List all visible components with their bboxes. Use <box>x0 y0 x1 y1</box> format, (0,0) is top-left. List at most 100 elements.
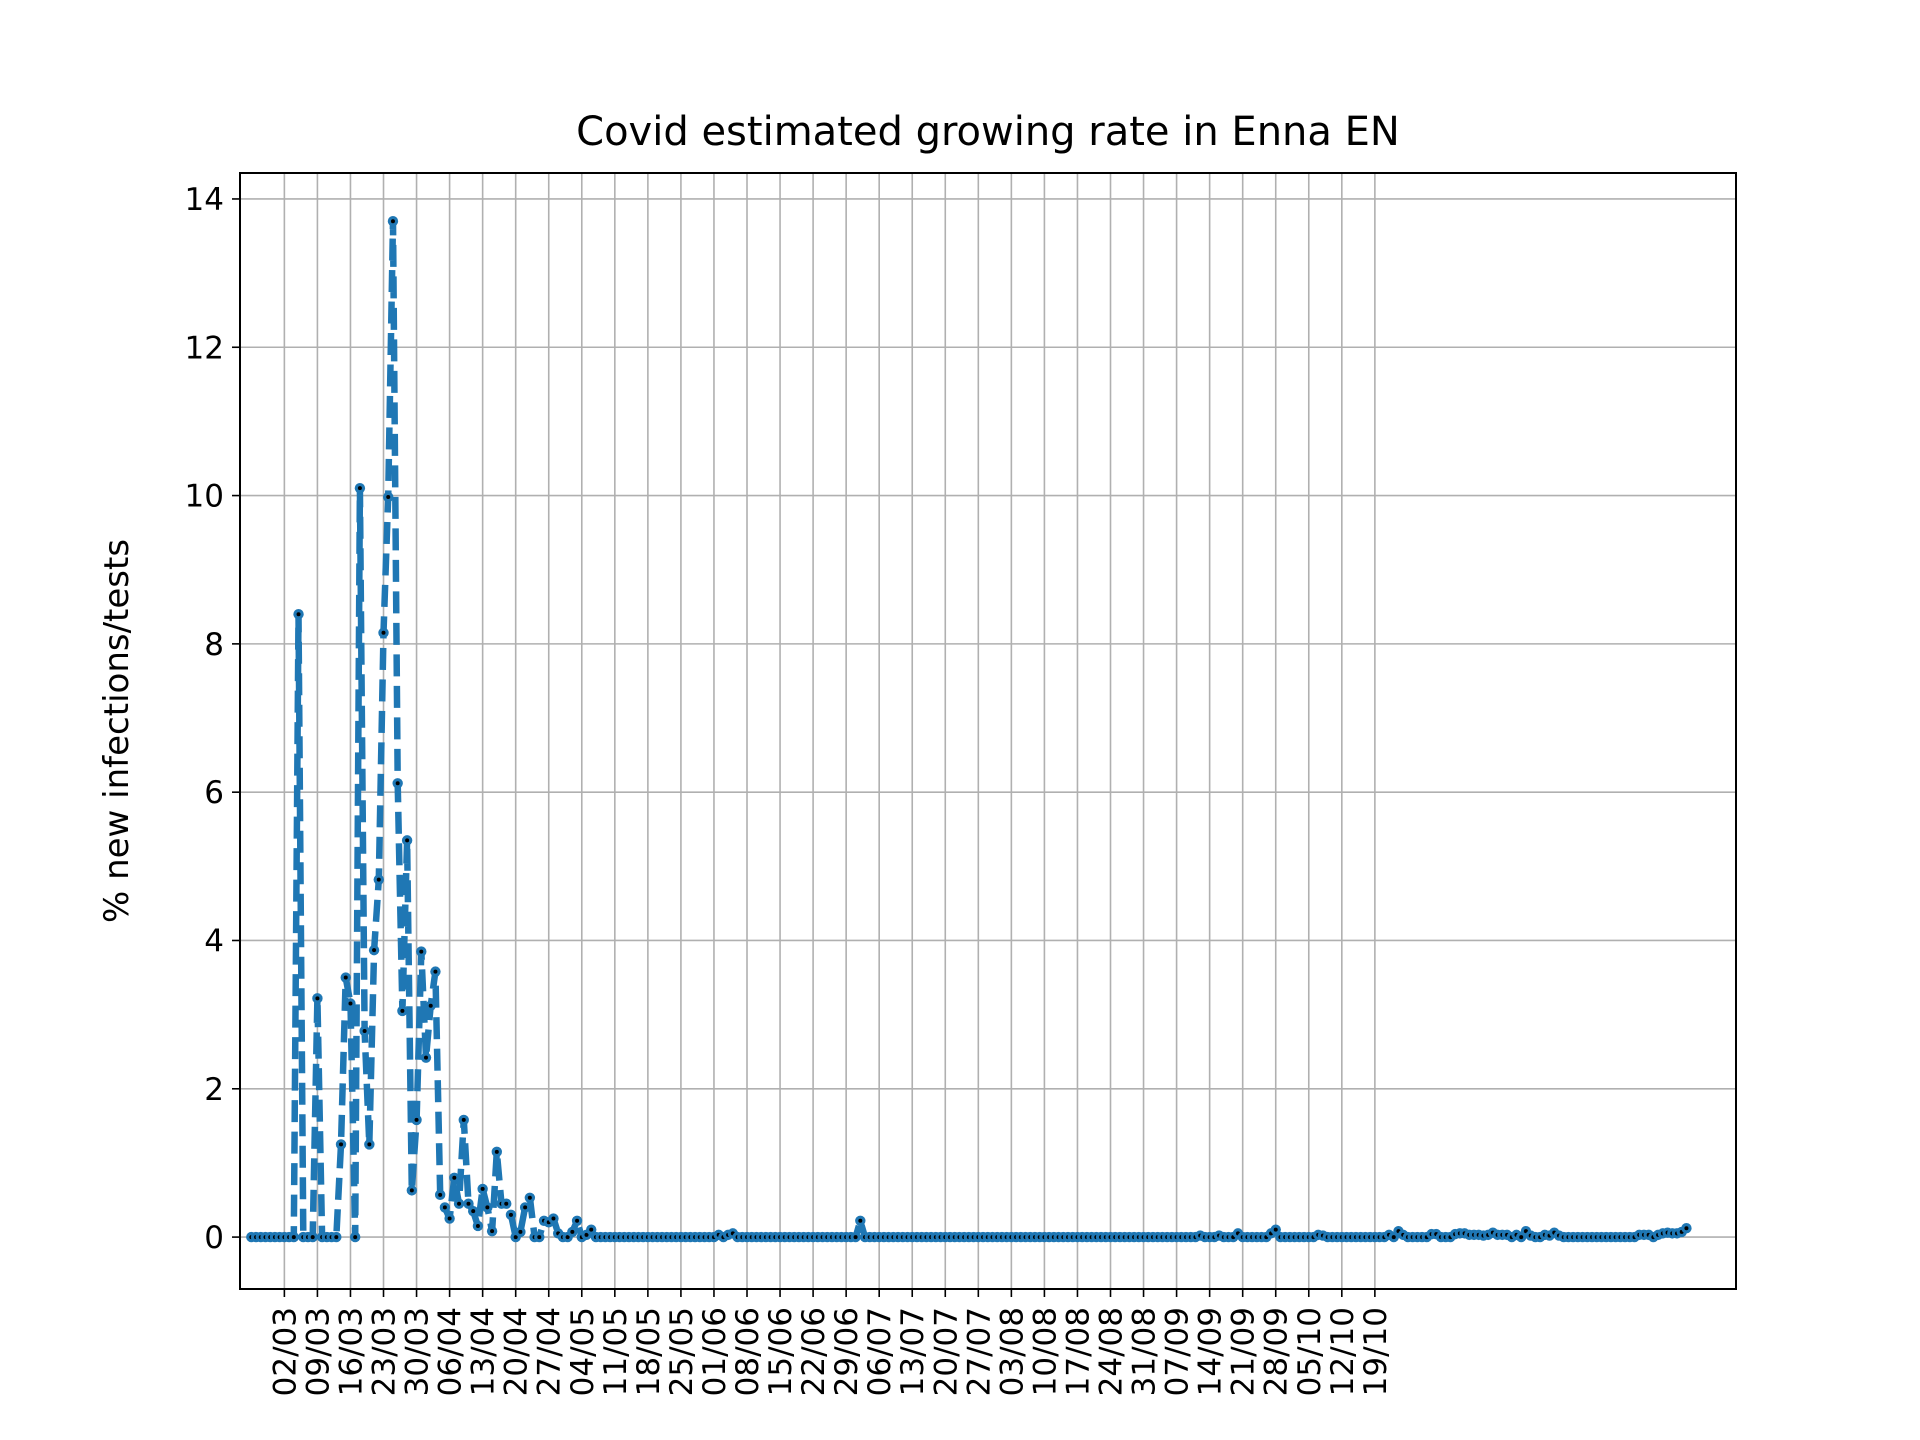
data-point-center <box>518 1229 523 1234</box>
data-point-center <box>428 1003 433 1008</box>
x-tick-label: 14/09 <box>1193 1307 1229 1396</box>
data-point-center <box>357 486 362 491</box>
x-tick-label: 07/09 <box>1160 1307 1196 1396</box>
x-tick-label: 06/07 <box>862 1307 898 1396</box>
data-point-center <box>457 1201 462 1206</box>
data-point-center <box>551 1216 556 1221</box>
x-tick-label: 27/07 <box>961 1307 997 1396</box>
x-tick-label: 02/03 <box>267 1307 303 1396</box>
data-point-center <box>438 1192 443 1197</box>
data-point-center <box>423 1055 428 1060</box>
x-tick-label: 18/05 <box>631 1307 667 1396</box>
axes: 0246810121402/0309/0316/0323/0330/0306/0… <box>185 182 1394 1396</box>
x-tick-label: 06/04 <box>433 1307 469 1396</box>
x-tick-label: 30/03 <box>400 1307 436 1396</box>
y-tick-label: 12 <box>185 330 224 366</box>
data-point-center <box>400 1008 405 1013</box>
x-tick-label: 09/03 <box>300 1307 336 1396</box>
x-tick-label: 20/07 <box>928 1307 964 1396</box>
data-point-center <box>466 1201 471 1206</box>
data-point-center <box>395 781 400 786</box>
series-layer <box>246 215 1692 1243</box>
data-point-center <box>390 219 395 224</box>
x-tick-label: 31/08 <box>1127 1307 1163 1396</box>
data-point-center <box>414 1117 419 1122</box>
x-tick-label: 08/06 <box>730 1307 766 1396</box>
data-point-center <box>452 1175 457 1180</box>
x-tick-label: 04/05 <box>565 1307 601 1396</box>
grid <box>240 173 1736 1289</box>
data-point-center <box>584 1232 589 1237</box>
data-point-center <box>386 495 391 500</box>
data-point-center <box>858 1218 863 1223</box>
x-tick-label: 17/08 <box>1060 1307 1096 1396</box>
data-point-center <box>409 1188 414 1193</box>
data-point-center <box>433 969 438 974</box>
data-point-center <box>343 975 348 980</box>
data-point-center <box>490 1229 495 1234</box>
x-tick-label: 11/05 <box>598 1307 634 1396</box>
data-point-center <box>523 1205 528 1210</box>
y-tick-label: 10 <box>185 479 224 515</box>
data-point-center <box>480 1186 485 1191</box>
plot-frame <box>239 172 1737 1290</box>
data-point-center <box>1273 1227 1278 1232</box>
x-tick-label: 27/04 <box>532 1307 568 1396</box>
data-point-center <box>348 1001 353 1006</box>
data-point-center <box>1391 1235 1396 1240</box>
data-point-center <box>381 630 386 635</box>
x-tick-label: 13/07 <box>895 1307 931 1396</box>
x-tick-label: 03/08 <box>994 1307 1030 1396</box>
data-point-center <box>570 1229 575 1234</box>
data-point-center <box>471 1209 476 1214</box>
data-point-center <box>442 1205 447 1210</box>
data-point-center <box>494 1149 499 1154</box>
data-point-center <box>461 1117 466 1122</box>
x-tick-label: 12/10 <box>1325 1307 1361 1396</box>
data-point-center <box>537 1235 542 1240</box>
x-tick-label: 16/03 <box>333 1307 369 1396</box>
y-tick-label: 4 <box>204 923 224 959</box>
x-tick-label: 05/10 <box>1292 1307 1328 1396</box>
data-point-center <box>513 1235 518 1240</box>
data-point-center <box>291 1235 296 1240</box>
data-point-center <box>504 1201 509 1206</box>
y-tick-label: 0 <box>204 1220 224 1256</box>
x-tick-label: 23/03 <box>367 1307 403 1396</box>
y-axis-label: % new infections/tests <box>97 539 137 923</box>
data-point-center <box>310 1235 315 1240</box>
data-point-center <box>1684 1226 1689 1231</box>
x-tick-label: 25/05 <box>664 1307 700 1396</box>
data-point-center <box>339 1142 344 1147</box>
chart-title: Covid estimated growing rate in Enna EN <box>576 109 1400 155</box>
data-point-center <box>353 1235 358 1240</box>
y-tick-label: 2 <box>204 1072 224 1108</box>
y-tick-label: 8 <box>204 627 224 663</box>
x-tick-label: 13/04 <box>466 1307 502 1396</box>
data-point-center <box>296 612 301 617</box>
data-point-center <box>1519 1235 1524 1240</box>
data-point-center <box>527 1195 532 1200</box>
data-point-center <box>589 1227 594 1232</box>
x-tick-label: 29/06 <box>829 1307 865 1396</box>
data-point-center <box>367 1142 372 1147</box>
data-point-center <box>334 1235 339 1240</box>
y-tick-label: 14 <box>185 182 224 218</box>
data-point-center <box>508 1212 513 1217</box>
x-tick-label: 19/10 <box>1358 1307 1394 1396</box>
x-tick-label: 20/04 <box>499 1307 535 1396</box>
x-tick-label: 24/08 <box>1094 1307 1130 1396</box>
data-point-center <box>853 1235 858 1240</box>
y-tick-label: 6 <box>204 775 224 811</box>
data-point-center <box>447 1216 452 1221</box>
data-point-center <box>565 1235 570 1240</box>
data-point-center <box>575 1218 580 1223</box>
data-point-center <box>485 1205 490 1210</box>
x-tick-label: 28/09 <box>1259 1307 1295 1396</box>
x-tick-label: 01/06 <box>697 1307 733 1396</box>
data-point-center <box>315 996 320 1001</box>
data-point-center <box>475 1223 480 1228</box>
data-point-center <box>372 948 377 953</box>
data-point-center <box>405 838 410 843</box>
